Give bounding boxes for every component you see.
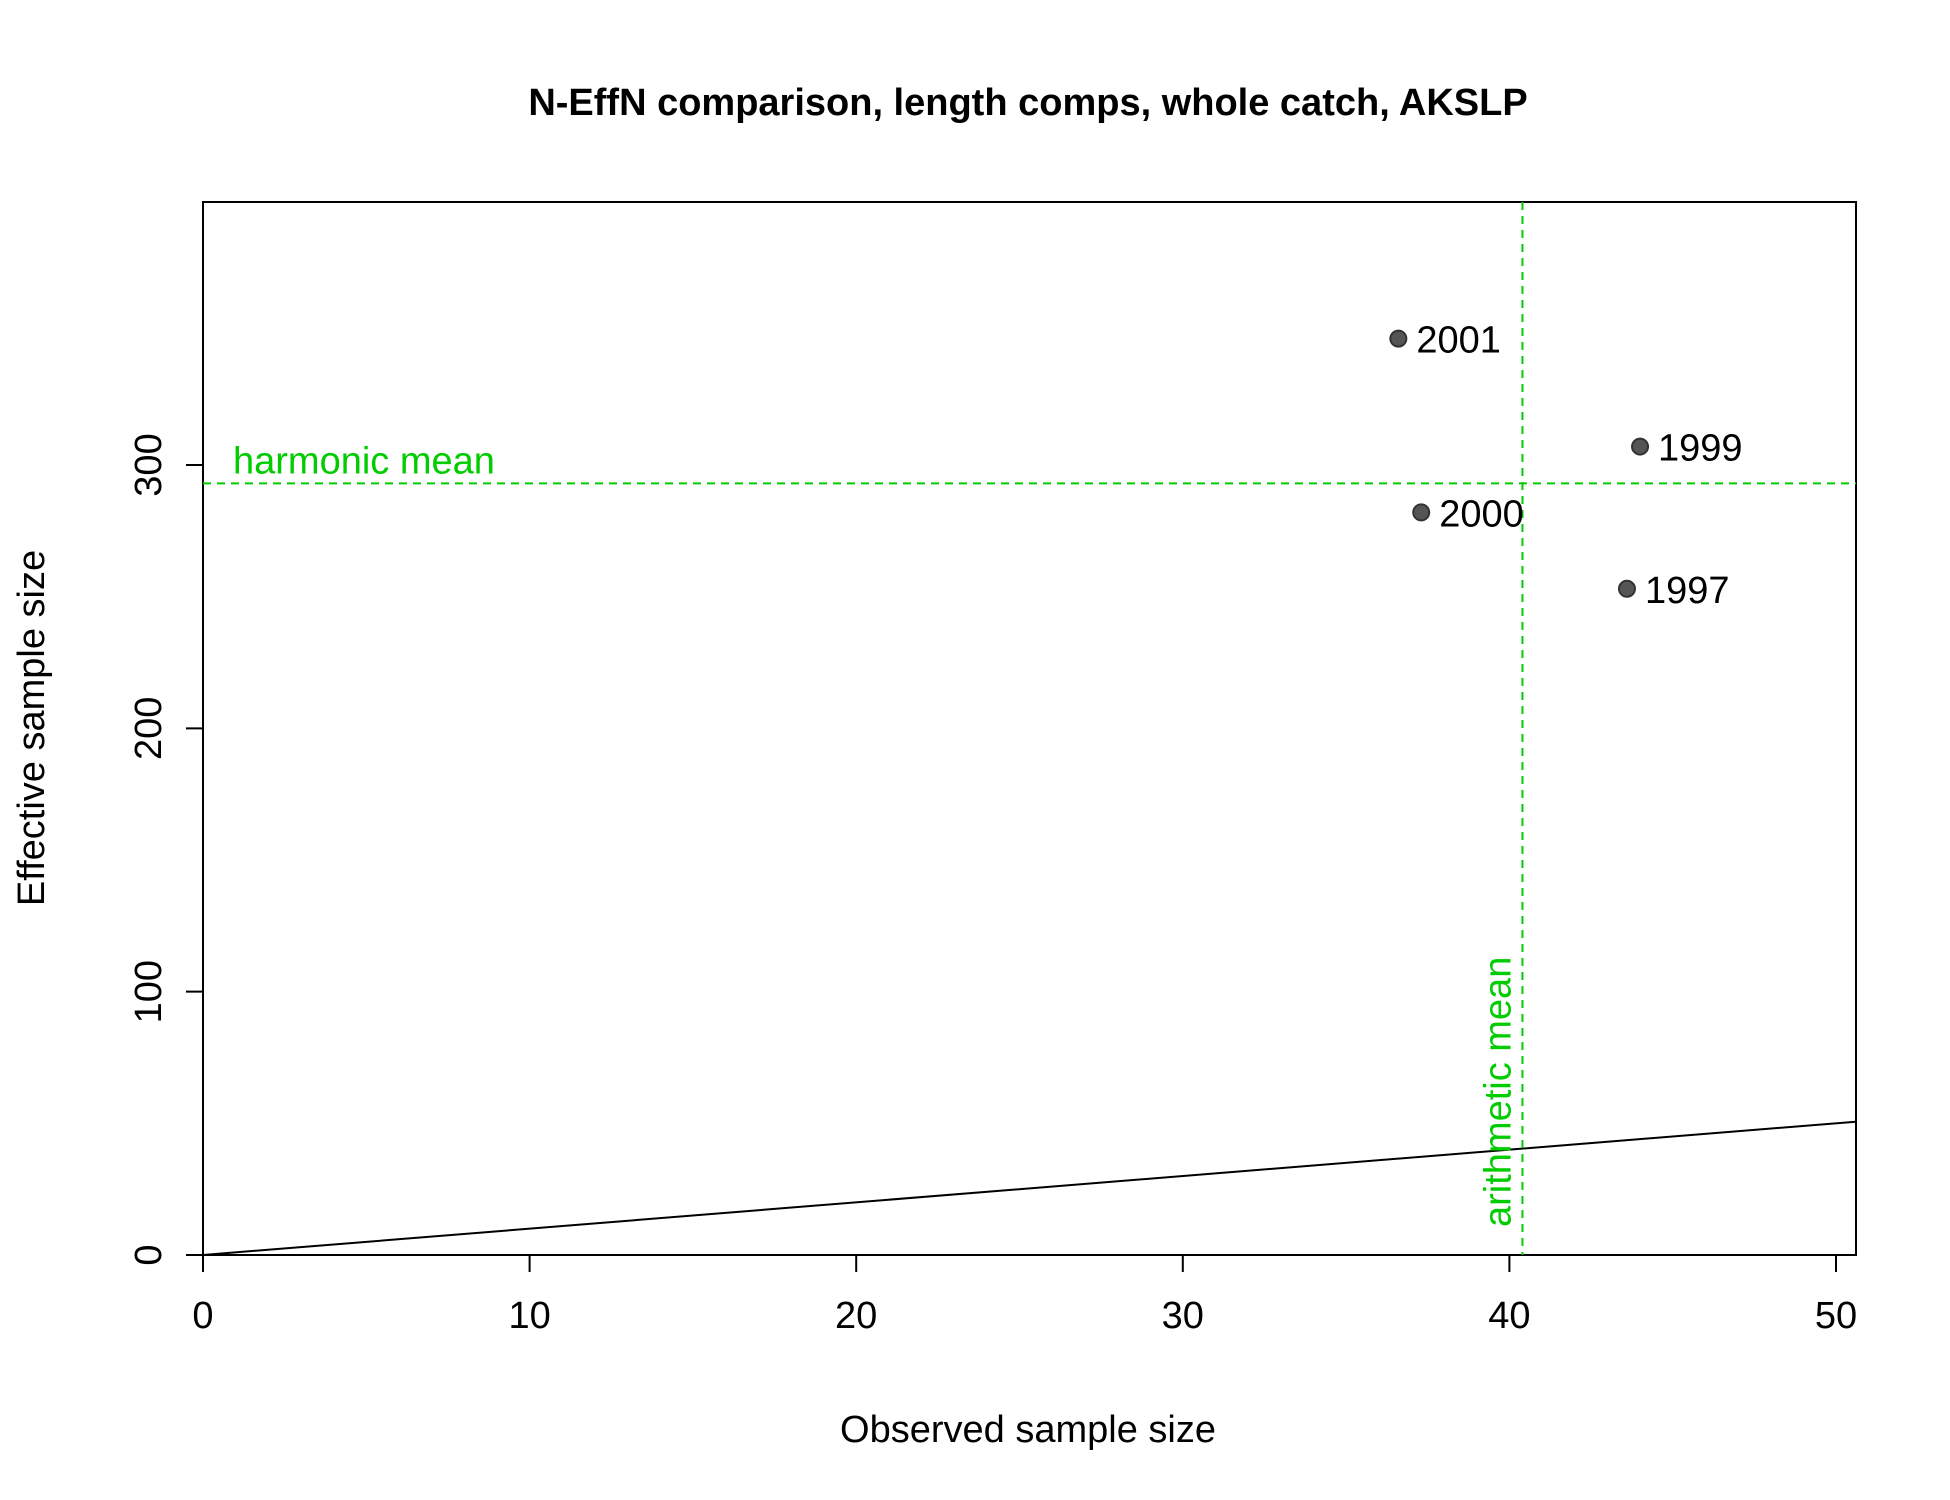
data-point-label: 2000 <box>1439 493 1524 535</box>
x-tick-label: 10 <box>508 1295 550 1337</box>
chart-title: N-EffN comparison, length comps, whole c… <box>528 82 1527 124</box>
y-tick-label: 0 <box>128 1244 170 1265</box>
data-point-label: 1999 <box>1658 428 1743 470</box>
arithmetic-mean-label: arithmetic mean <box>1477 957 1519 1227</box>
plot-layer: 0 10 20 30 40 50 0 100 200 300 harmonic mean arithm… <box>128 202 1857 1337</box>
data-point-2001 <box>1389 329 1408 348</box>
harmonic-mean-label: harmonic mean <box>233 440 495 482</box>
x-tick-label: 30 <box>1162 1295 1204 1337</box>
x-tick-label: 20 <box>835 1295 877 1337</box>
y-tick-label: 300 <box>128 433 170 496</box>
data-point-label: 1997 <box>1645 570 1730 612</box>
y-axis-label: Effective sample size <box>11 550 53 906</box>
data-point-2000 <box>1412 503 1431 522</box>
one-to-one-line <box>202 1120 1856 1256</box>
x-tick-label: 40 <box>1488 1295 1530 1337</box>
x-axis-label: Observed sample size <box>840 1409 1216 1451</box>
y-tick-label: 100 <box>128 960 170 1023</box>
plot-frame <box>202 201 1857 1256</box>
data-point-label: 2001 <box>1416 320 1501 362</box>
x-tick-label: 50 <box>1815 1295 1857 1337</box>
x-tick-label: 0 <box>192 1295 213 1337</box>
data-point-1997 <box>1617 579 1636 598</box>
y-tick-label: 200 <box>128 697 170 760</box>
data-point-1999 <box>1631 437 1650 456</box>
